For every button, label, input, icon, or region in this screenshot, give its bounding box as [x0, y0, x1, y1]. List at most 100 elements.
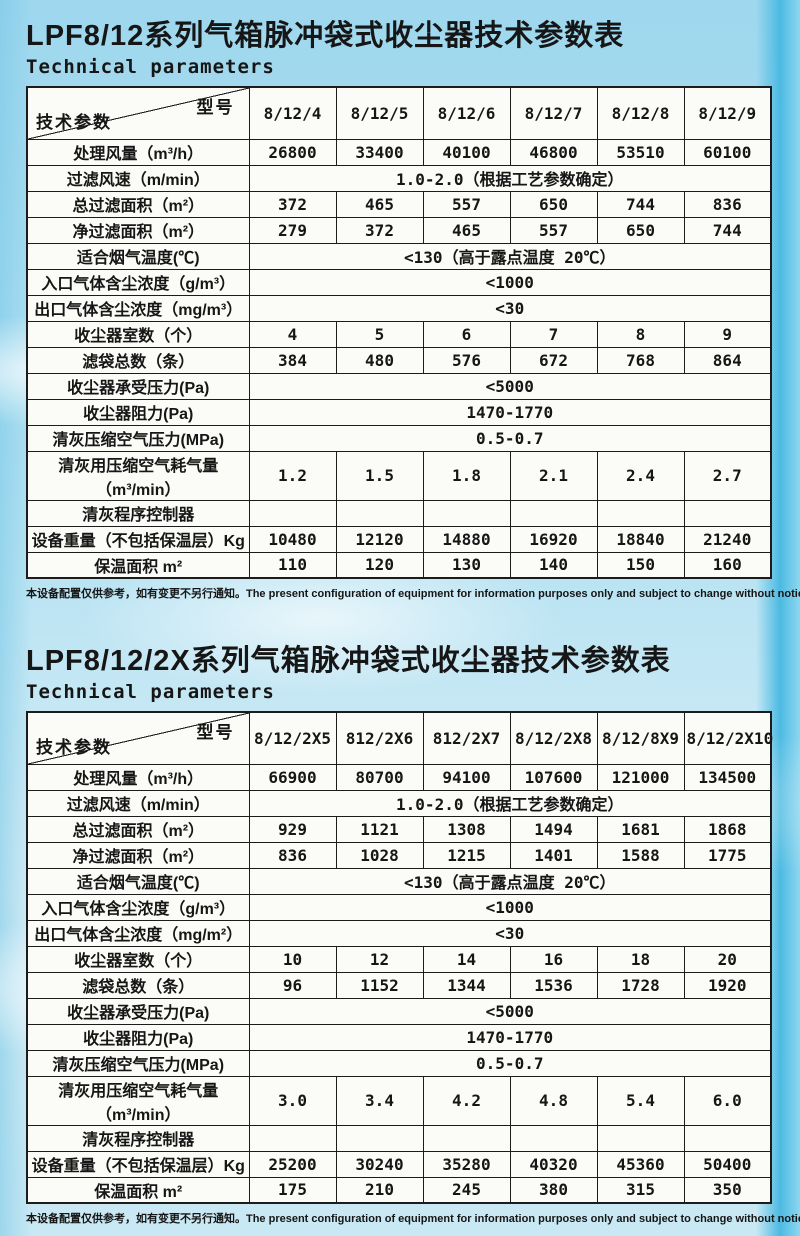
value-cell: 1308: [422, 815, 511, 843]
value-cell: 121000: [596, 763, 685, 791]
value-cell: 744: [596, 190, 685, 218]
row-label: 清灰压缩空气压力(MPa): [26, 1049, 250, 1077]
diagonal-line: [28, 88, 249, 139]
value-cell: 107600: [509, 763, 598, 791]
row-label: 适合烟气温度(℃): [26, 242, 250, 270]
value-cell: 12120: [335, 525, 424, 553]
table-row: 入口气体含尘浓度（g/m³） <1000: [26, 268, 772, 296]
table-row: 滤袋总数（条） 96 1152 1344 1536 1728 1920: [26, 971, 772, 999]
value-cell: 12: [335, 945, 424, 973]
value-cell: 1.8: [422, 450, 511, 501]
value-cell: 80700: [335, 763, 424, 791]
table-row: 收尘器室数（个） 4 5 6 7 8 9: [26, 320, 772, 348]
model-header: 812/2X7: [422, 711, 511, 765]
diagonal-line: [28, 713, 249, 764]
value-cell: 3.4: [335, 1075, 424, 1126]
empty-cell: [683, 1124, 772, 1152]
row-label: 滤袋总数（条）: [26, 346, 250, 374]
value-cell: 10: [248, 945, 337, 973]
value-cell: 2.1: [509, 450, 598, 501]
model-header: 8/12/9: [683, 86, 772, 140]
merged-value-cell: <130（高于露点温度 20℃）: [248, 242, 772, 270]
corner-model-label: 型号: [196, 98, 235, 117]
value-cell: 26800: [248, 138, 337, 166]
value-cell: 929: [248, 815, 337, 843]
merged-value-cell: <130（高于露点温度 20℃）: [248, 867, 772, 895]
value-cell: 1028: [335, 841, 424, 869]
value-cell: 350: [683, 1176, 772, 1204]
disclaimer-footnote: 本设备配置仅供参考，如有变更不另行通知。The present configur…: [26, 588, 800, 600]
value-cell: 130: [422, 551, 511, 579]
disclaimer-footnote: 本设备配置仅供参考，如有变更不另行通知。The present configur…: [26, 1213, 800, 1225]
table-row: 净过滤面积（m²） 836 1028 1215 1401 1588 1775: [26, 841, 772, 869]
value-cell: 1536: [509, 971, 598, 999]
value-cell: 18: [596, 945, 685, 973]
value-cell: 1494: [509, 815, 598, 843]
value-cell: 6: [422, 320, 511, 348]
value-cell: 557: [509, 216, 598, 244]
value-cell: 45360: [596, 1150, 685, 1178]
value-cell: 384: [248, 346, 337, 374]
corner-param-label: 技术参数: [36, 112, 112, 132]
table-section-lpf8122x: LPF8/12/2X系列气箱脉冲袋式收尘器技术参数表 Technical par…: [26, 637, 800, 1226]
value-cell: 650: [509, 190, 598, 218]
row-label: 处理风量（m³/h）: [26, 763, 250, 791]
model-header: 8/12/8: [596, 86, 685, 140]
value-cell: 160: [683, 551, 772, 579]
value-cell: 768: [596, 346, 685, 374]
parameters-table: 型号 技术参数 8/12/4 8/12/5 8/12/6 8/12/7 8/12/8 8/12…: [26, 86, 772, 579]
row-label: 收尘器阻力(Pa): [26, 1023, 250, 1051]
value-cell: 1681: [596, 815, 685, 843]
value-cell: 14: [422, 945, 511, 973]
table-row: 过滤风速（m/min） 1.0-2.0（根据工艺参数确定）: [26, 164, 772, 192]
row-label: 保温面积 m²: [26, 1176, 250, 1204]
value-cell: 1775: [683, 841, 772, 869]
table-row: 清灰用压缩空气耗气量 （m³/min） 1.2 1.5 1.8 2.1 2.4 2.7: [26, 450, 772, 501]
row-label: 出口气体含尘浓度（mg/m³）: [26, 294, 250, 322]
value-cell: 9: [683, 320, 772, 348]
value-cell: 1868: [683, 815, 772, 843]
row-label: 总过滤面积（m²）: [26, 190, 250, 218]
row-label: 设备重量（不包括保温层）Kg: [26, 525, 250, 553]
row-label: 清灰用压缩空气耗气量 （m³/min）: [26, 450, 250, 501]
value-cell: 2.4: [596, 450, 685, 501]
value-cell: 120: [335, 551, 424, 579]
model-header: 8/12/2X5: [248, 711, 337, 765]
value-cell: 60100: [683, 138, 772, 166]
value-cell: 16920: [509, 525, 598, 553]
value-cell: 21240: [683, 525, 772, 553]
merged-value-cell: 1470-1770: [248, 1023, 772, 1051]
table-row: 处理风量（m³/h） 66900 80700 94100 107600 121000 134…: [26, 763, 772, 791]
row-label: 收尘器承受压力(Pa): [26, 997, 250, 1025]
value-cell: 465: [335, 190, 424, 218]
empty-cell: [248, 1124, 337, 1152]
value-cell: 4: [248, 320, 337, 348]
value-cell: 53510: [596, 138, 685, 166]
value-cell: 33400: [335, 138, 424, 166]
merged-value-cell: <5000: [248, 372, 772, 400]
merged-value-cell: 1.0-2.0（根据工艺参数确定）: [248, 164, 772, 192]
row-label: 清灰压缩空气压力(MPa): [26, 424, 250, 452]
value-cell: 5.4: [596, 1075, 685, 1126]
row-label: 收尘器承受压力(Pa): [26, 372, 250, 400]
value-cell: 836: [248, 841, 337, 869]
merged-value-cell: 1470-1770: [248, 398, 772, 426]
table-row: 出口气体含尘浓度（mg/m²） <30: [26, 919, 772, 947]
row-label: 收尘器阻力(Pa): [26, 398, 250, 426]
row-label: 滤袋总数（条）: [26, 971, 250, 999]
merged-value-cell: <30: [248, 294, 772, 322]
header-row: 型号 技术参数 8/12/2X5 812/2X6 812/2X7 8/12/2X8 8/12…: [26, 711, 773, 765]
table-row: 设备重量（不包括保温层）Kg 25200 30240 35280 40320 45360 5…: [26, 1150, 772, 1178]
table-row: 总过滤面积（m²） 929 1121 1308 1494 1681 1868: [26, 815, 772, 843]
page-subtitle: Technical parameters: [26, 681, 275, 703]
row-label: 处理风量（m³/h）: [26, 138, 250, 166]
empty-cell: [422, 1124, 511, 1152]
corner-cell: 型号 技术参数: [26, 711, 250, 765]
row-label: 保温面积 m²: [26, 551, 250, 579]
value-cell: 372: [335, 216, 424, 244]
merged-value-cell: <5000: [248, 997, 772, 1025]
value-cell: 14880: [422, 525, 511, 553]
value-cell: 7: [509, 320, 598, 348]
row-label: 入口气体含尘浓度（g/m³）: [26, 893, 250, 921]
